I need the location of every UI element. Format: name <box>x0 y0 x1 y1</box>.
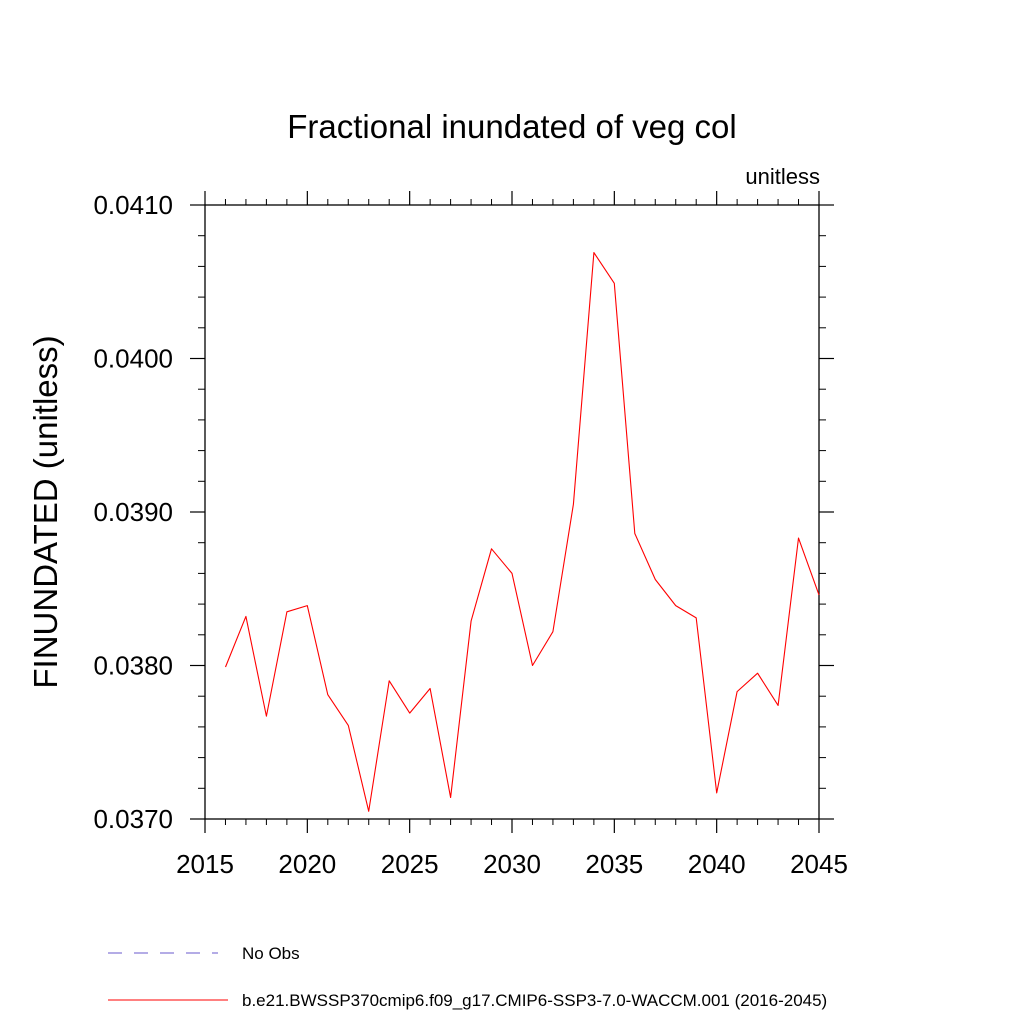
plot-frame <box>204 204 820 820</box>
data-point <box>633 532 636 535</box>
data-point <box>592 251 595 254</box>
x-tick-label: 2030 <box>483 849 541 879</box>
y-tick-label: 0.0410 <box>93 190 173 220</box>
data-point <box>490 547 493 550</box>
data-point <box>244 615 247 618</box>
data-point <box>449 796 452 799</box>
data-point <box>674 604 677 607</box>
data-point <box>265 715 268 718</box>
legend: No Obs b.e21.BWSSP370cmip6.f09_g17.CMIP6… <box>108 944 827 1010</box>
data-point <box>736 690 739 693</box>
y-tick-labels: 0.0370 0.0380 0.0390 0.0400 0.0410 <box>93 190 173 834</box>
data-point <box>429 687 432 690</box>
data-point <box>306 604 309 607</box>
legend-label-no-obs: No Obs <box>242 944 300 963</box>
data-point <box>551 630 554 633</box>
data-point <box>326 693 329 696</box>
x-tick-label: 2020 <box>278 849 336 879</box>
series-line <box>224 252 820 812</box>
y-tick-label: 0.0380 <box>93 651 173 681</box>
data-point <box>715 791 718 794</box>
data-point <box>797 537 800 540</box>
data-point <box>367 810 370 813</box>
data-point <box>654 578 657 581</box>
data-point <box>285 610 288 613</box>
data-point <box>572 503 575 506</box>
units-label: unitless <box>745 164 820 189</box>
data-point <box>511 572 514 575</box>
data-point <box>613 282 616 285</box>
data-point <box>695 616 698 619</box>
series-group <box>224 251 821 813</box>
data-point <box>531 664 534 667</box>
x-tick-labels: 2015 2020 2025 2030 2035 2040 2045 <box>176 849 848 879</box>
y-tick-label: 0.0400 <box>93 344 173 374</box>
y-axis-label: FINUNDATED (unitless) <box>27 335 64 688</box>
data-point <box>470 619 473 622</box>
y-tick-label: 0.0370 <box>93 804 173 834</box>
data-point <box>818 593 821 596</box>
x-tick-label: 2035 <box>585 849 643 879</box>
x-tick-label: 2015 <box>176 849 234 879</box>
y-tick-label: 0.0390 <box>93 497 173 527</box>
axis-ticks <box>190 191 834 833</box>
chart-title: Fractional inundated of veg col <box>287 108 736 145</box>
x-tick-label: 2025 <box>381 849 439 879</box>
data-point <box>408 712 411 715</box>
x-tick-label: 2045 <box>790 849 848 879</box>
data-point <box>224 666 227 669</box>
data-point <box>347 724 350 727</box>
data-point <box>388 679 391 682</box>
legend-label-model: b.e21.BWSSP370cmip6.f09_g17.CMIP6-SSP3-7… <box>242 991 827 1010</box>
data-point <box>777 704 780 707</box>
data-point <box>756 672 759 675</box>
x-tick-label: 2040 <box>688 849 746 879</box>
